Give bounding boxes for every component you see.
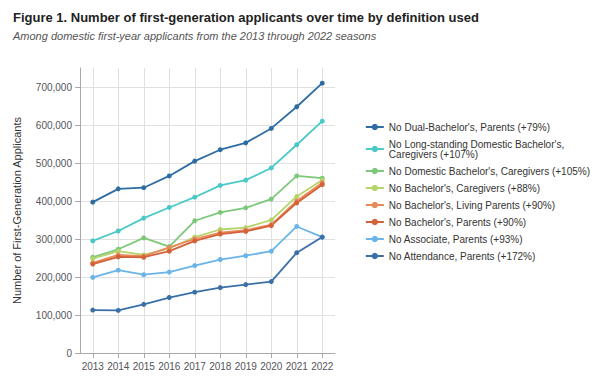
svg-text:2018: 2018 [209, 361, 232, 372]
svg-text:100,000: 100,000 [36, 310, 73, 321]
svg-text:300,000: 300,000 [36, 234, 73, 245]
svg-text:600,000: 600,000 [36, 120, 73, 131]
svg-text:2015: 2015 [133, 361, 156, 372]
svg-text:No Domestic Bachelor's, Caregi: No Domestic Bachelor's, Caregivers (+105… [389, 166, 590, 177]
svg-text:0: 0 [66, 348, 72, 359]
svg-text:No Bachelor's, Living Parents: No Bachelor's, Living Parents (+90%) [389, 200, 555, 211]
svg-text:Figure 1. Number of first-gene: Figure 1. Number of first-generation app… [13, 10, 479, 25]
svg-text:2022: 2022 [311, 361, 334, 372]
svg-text:700,000: 700,000 [36, 82, 73, 93]
svg-text:Number of First-Generation App: Number of First-Generation Applicants [11, 116, 23, 304]
svg-text:2019: 2019 [235, 361, 258, 372]
svg-text:Among domestic first-year appl: Among domestic first-year applicants fro… [12, 30, 377, 42]
svg-text:No Attendance, Parents (+172%): No Attendance, Parents (+172%) [389, 251, 535, 262]
svg-text:500,000: 500,000 [36, 158, 73, 169]
svg-text:2021: 2021 [286, 361, 309, 372]
svg-text:Caregivers (+107%): Caregivers (+107%) [389, 149, 478, 160]
svg-text:2016: 2016 [158, 361, 181, 372]
svg-text:No Bachelor's, Caregivers (+88: No Bachelor's, Caregivers (+88%) [389, 183, 540, 194]
svg-text:400,000: 400,000 [36, 196, 73, 207]
svg-text:2013: 2013 [82, 361, 105, 372]
svg-text:2017: 2017 [184, 361, 207, 372]
svg-text:No Associate, Parents (+93%): No Associate, Parents (+93%) [389, 234, 523, 245]
svg-text:No Bachelor's, Parents (+90%): No Bachelor's, Parents (+90%) [389, 217, 526, 228]
svg-text:No Long-standing Domestic Bach: No Long-standing Domestic Bachelor's, [388, 138, 565, 150]
svg-text:2014: 2014 [107, 361, 130, 372]
svg-text:2020: 2020 [260, 361, 283, 372]
svg-text:200,000: 200,000 [36, 272, 73, 283]
svg-text:No Dual-Bachelor's, Parents (+: No Dual-Bachelor's, Parents (+79%) [389, 122, 550, 133]
